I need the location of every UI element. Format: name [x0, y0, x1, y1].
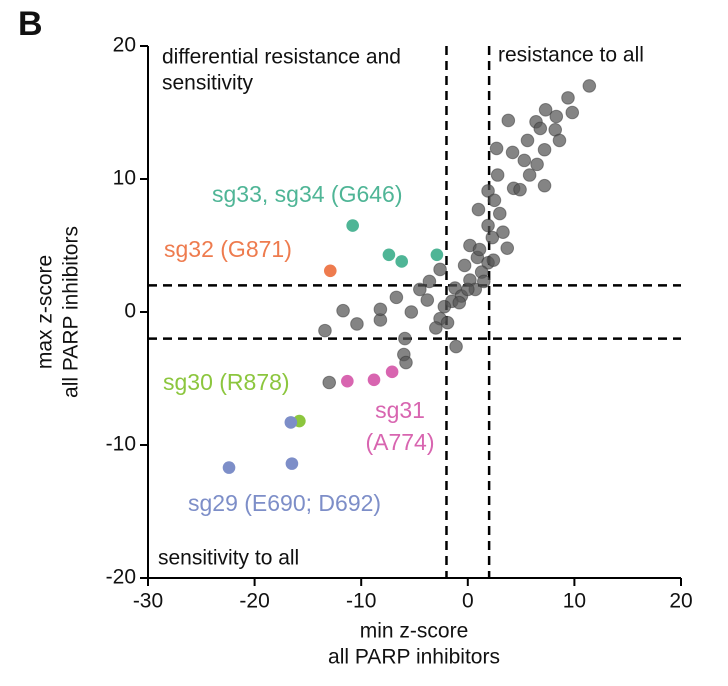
point: [481, 218, 495, 233]
point: [552, 133, 567, 148]
x-axis-label: min z-score: [360, 620, 469, 643]
point: [413, 282, 427, 297]
point: [385, 365, 399, 379]
point: [404, 305, 419, 319]
point: [285, 457, 299, 470]
point: [476, 274, 491, 289]
point: [538, 103, 553, 117]
point: [346, 219, 359, 232]
point: [582, 79, 597, 93]
point: [522, 168, 537, 182]
y-axis-label: max z-score: [34, 255, 57, 369]
annotation: differential resistance and: [162, 46, 401, 69]
point: [389, 290, 404, 305]
annotation: sensitivity: [162, 72, 254, 95]
point: [430, 248, 444, 262]
point: [537, 178, 552, 193]
point: [496, 225, 510, 239]
point: [420, 293, 435, 307]
point: [452, 295, 467, 310]
point: [437, 299, 452, 314]
point: [530, 157, 544, 172]
series-label-line: (A774): [365, 429, 434, 455]
point: [341, 374, 354, 388]
point: [449, 339, 463, 354]
point: [533, 121, 548, 136]
point: [471, 202, 486, 217]
point: [457, 258, 472, 273]
series-label: sg29 (E690; D692): [188, 490, 381, 516]
point: [350, 317, 364, 331]
x-tick-label: 0: [462, 590, 474, 613]
y-axis-label: all PARP inhibitors: [60, 226, 83, 398]
series-label: sg30 (R878): [163, 369, 290, 395]
point: [429, 321, 443, 335]
point: [505, 145, 520, 160]
point: [395, 255, 409, 268]
point: [513, 182, 527, 197]
y-tick-label: 20: [113, 34, 136, 57]
point: [561, 91, 575, 105]
point: [487, 193, 502, 208]
point: [472, 242, 487, 257]
point: [492, 206, 507, 221]
point: [481, 184, 495, 198]
point: [336, 303, 350, 318]
point: [520, 133, 535, 148]
point: [485, 230, 500, 245]
x-axis-label: all PARP inhibitors: [328, 646, 500, 669]
point: [500, 241, 515, 255]
point: [461, 282, 475, 297]
point: [422, 274, 437, 289]
point: [323, 264, 337, 278]
x-tick-label: -20: [239, 590, 269, 613]
y-tick-label: -20: [106, 566, 136, 589]
point: [222, 461, 236, 474]
point: [318, 323, 332, 338]
point: [382, 248, 396, 262]
point: [490, 168, 505, 182]
panel-letter: B: [18, 5, 43, 43]
x-tick-label: 20: [669, 590, 692, 613]
x-tick-label: 10: [563, 590, 586, 613]
point: [367, 373, 381, 387]
point: [565, 105, 580, 120]
x-tick-label: -10: [346, 590, 376, 613]
series-label: sg33, sg34 (G646): [212, 181, 403, 207]
x-tick-label: -30: [133, 590, 163, 613]
point: [373, 302, 388, 317]
series-label: sg31 (A774): [365, 397, 434, 455]
point: [399, 355, 413, 370]
point: [549, 109, 564, 124]
point: [537, 142, 552, 157]
point: [398, 331, 412, 346]
point: [501, 113, 516, 128]
series-label: sg32 (G871): [164, 236, 292, 262]
point: [433, 262, 447, 277]
y-tick-label: -10: [106, 433, 136, 456]
annotation: sensitivity to all: [158, 547, 299, 570]
y-tick-label: 0: [124, 300, 136, 323]
point: [489, 141, 504, 156]
annotation: resistance to all: [498, 44, 644, 67]
y-tick-label: 10: [113, 167, 136, 190]
point: [486, 253, 501, 267]
series-label-line: sg31: [375, 397, 425, 423]
point: [517, 153, 532, 168]
point: [322, 375, 337, 390]
point: [284, 416, 298, 429]
point: [440, 315, 455, 330]
